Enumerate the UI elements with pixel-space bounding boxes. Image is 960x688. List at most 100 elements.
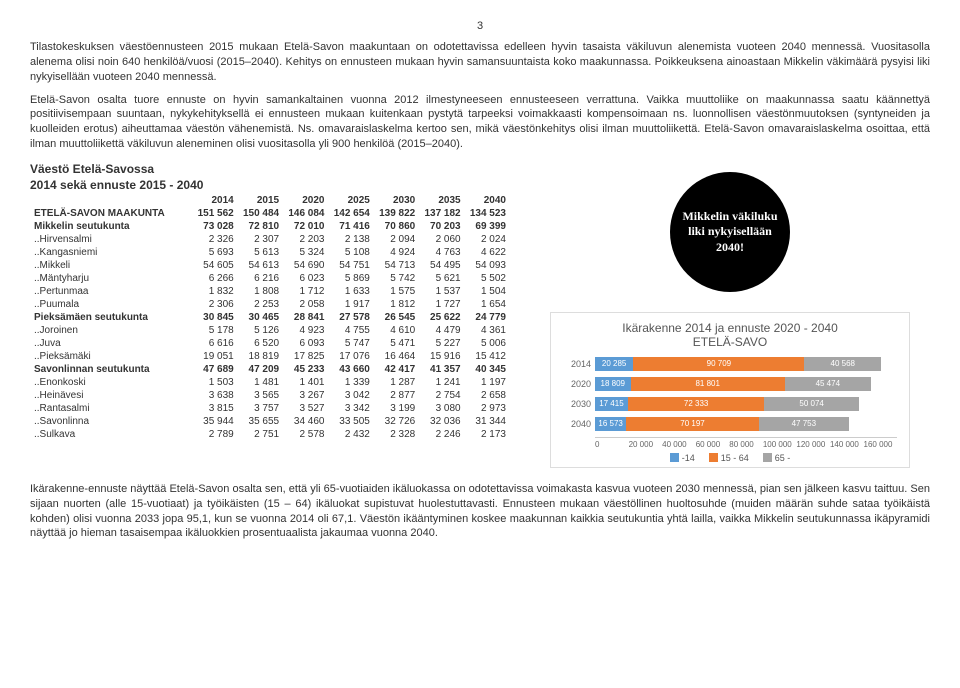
population-table: 2014201520202025203020352040 ETELÄ-SAVON… — [30, 194, 510, 441]
chart-bar-segment: 72 333 — [628, 397, 765, 411]
table-cell: 5 178 — [192, 324, 237, 337]
table-cell: ..Savonlinna — [30, 415, 192, 428]
table-cell: 4 924 — [374, 246, 419, 259]
table-header-cell: 2020 — [283, 194, 328, 207]
table-row: ..Juva6 6166 5206 0935 7475 4715 2275 00… — [30, 337, 510, 350]
table-cell: 40 345 — [465, 363, 510, 376]
axis-tick: 0 — [595, 440, 629, 449]
table-cell: 1 832 — [192, 285, 237, 298]
chart-bar-label: 2020 — [563, 379, 595, 389]
table-cell: 142 654 — [328, 207, 373, 220]
table-cell: 1 537 — [419, 285, 464, 298]
table-cell: 47 689 — [192, 363, 237, 376]
table-cell: 139 822 — [374, 207, 419, 220]
chart-bar-row: 204016 57370 19747 753 — [563, 417, 897, 431]
chart-x-axis: 020 00040 00060 00080 000100 000120 0001… — [595, 437, 897, 449]
table-cell: 41 357 — [419, 363, 464, 376]
axis-tick: 160 000 — [864, 440, 898, 449]
table-cell: 42 417 — [374, 363, 419, 376]
table-cell: 32 726 — [374, 415, 419, 428]
legend-item: -14 — [670, 453, 695, 463]
table-title-2: 2014 sekä ennuste 2015 - 2040 — [30, 178, 510, 192]
table-cell: 5 693 — [192, 246, 237, 259]
chart-bar-segment: 16 573 — [595, 417, 626, 431]
table-cell: ETELÄ-SAVON MAAKUNTA — [30, 207, 192, 220]
table-title-1: Väestö Etelä-Savossa — [30, 162, 510, 176]
table-cell: 54 751 — [328, 259, 373, 272]
table-cell: 70 203 — [419, 220, 464, 233]
table-cell: 5 126 — [238, 324, 283, 337]
chart-bar-segment: 90 709 — [633, 357, 804, 371]
table-cell: 6 266 — [192, 272, 237, 285]
table-cell: 1 727 — [419, 298, 464, 311]
table-cell: 73 028 — [192, 220, 237, 233]
chart-bar-segment: 47 753 — [759, 417, 849, 431]
table-cell: ..Kangasniemi — [30, 246, 192, 259]
table-cell: 2 877 — [374, 389, 419, 402]
table-cell: 2 173 — [465, 428, 510, 441]
table-cell: 1 339 — [328, 376, 373, 389]
table-cell: 146 084 — [283, 207, 328, 220]
table-cell: 3 638 — [192, 389, 237, 402]
chart-bar-track: 16 57370 19747 753 — [595, 417, 897, 431]
content-row: Väestö Etelä-Savossa 2014 sekä ennuste 2… — [30, 162, 930, 468]
table-cell: 5 324 — [283, 246, 328, 259]
table-cell: 16 464 — [374, 350, 419, 363]
table-cell: 4 923 — [283, 324, 328, 337]
table-cell: 6 093 — [283, 337, 328, 350]
legend-label: 65 - — [775, 453, 791, 463]
table-row: ..Pertunmaa1 8321 8081 7121 6331 5751 53… — [30, 285, 510, 298]
table-cell: 1 575 — [374, 285, 419, 298]
chart-bar-segment: 18 809 — [595, 377, 631, 391]
table-header-cell: 2025 — [328, 194, 373, 207]
table-cell: 1 503 — [192, 376, 237, 389]
table-cell: 2 751 — [238, 428, 283, 441]
table-cell: 3 527 — [283, 402, 328, 415]
table-cell: 5 742 — [374, 272, 419, 285]
table-cell: 26 545 — [374, 311, 419, 324]
table-cell: 2 138 — [328, 233, 373, 246]
table-cell: 5 747 — [328, 337, 373, 350]
table-row: ..Enonkoski1 5031 4811 4011 3391 2871 24… — [30, 376, 510, 389]
axis-tick: 100 000 — [763, 440, 797, 449]
legend-swatch — [670, 453, 679, 462]
table-cell: 2 060 — [419, 233, 464, 246]
table-cell: 43 660 — [328, 363, 373, 376]
table-cell: 1 287 — [374, 376, 419, 389]
chart-bar-row: 201420 28590 70940 568 — [563, 357, 897, 371]
table-row: Savonlinnan seutukunta47 68947 20945 233… — [30, 363, 510, 376]
table-cell: 3 267 — [283, 389, 328, 402]
table-row: ..Heinävesi3 6383 5653 2673 0422 8772 75… — [30, 389, 510, 402]
table-cell: 1 812 — [374, 298, 419, 311]
age-structure-chart: Ikärakenne 2014 ja ennuste 2020 - 2040ET… — [550, 312, 910, 468]
table-cell: 1 481 — [238, 376, 283, 389]
table-row: ..Kangasniemi5 6935 6135 3245 1084 9244 … — [30, 246, 510, 259]
table-cell: ..Heinävesi — [30, 389, 192, 402]
table-cell: 5 227 — [419, 337, 464, 350]
axis-tick: 20 000 — [629, 440, 663, 449]
table-cell: 18 819 — [238, 350, 283, 363]
table-row: ETELÄ-SAVON MAAKUNTA151 562150 484146 08… — [30, 207, 510, 220]
page-number: 3 — [30, 20, 930, 32]
table-cell: ..Pieksämäki — [30, 350, 192, 363]
table-cell: 4 479 — [419, 324, 464, 337]
legend-item: 15 - 64 — [709, 453, 749, 463]
table-cell: 3 042 — [328, 389, 373, 402]
table-cell: 1 712 — [283, 285, 328, 298]
table-cell: 4 763 — [419, 246, 464, 259]
chart-bar-track: 18 80981 80145 474 — [595, 377, 897, 391]
table-cell: 134 523 — [465, 207, 510, 220]
table-cell: 6 616 — [192, 337, 237, 350]
table-row: ..Mikkeli54 60554 61354 69054 75154 7135… — [30, 259, 510, 272]
table-cell: ..Mäntyharju — [30, 272, 192, 285]
paragraph-1: Tilastokeskuksen väestöennusteen 2015 mu… — [30, 40, 930, 85]
axis-tick: 140 000 — [830, 440, 864, 449]
table-cell: 15 916 — [419, 350, 464, 363]
table-cell: 5 502 — [465, 272, 510, 285]
table-cell: 30 845 — [192, 311, 237, 324]
table-cell: ..Enonkoski — [30, 376, 192, 389]
table-cell: 2 306 — [192, 298, 237, 311]
table-cell: 3 080 — [419, 402, 464, 415]
table-cell: 30 465 — [238, 311, 283, 324]
table-cell: 17 825 — [283, 350, 328, 363]
